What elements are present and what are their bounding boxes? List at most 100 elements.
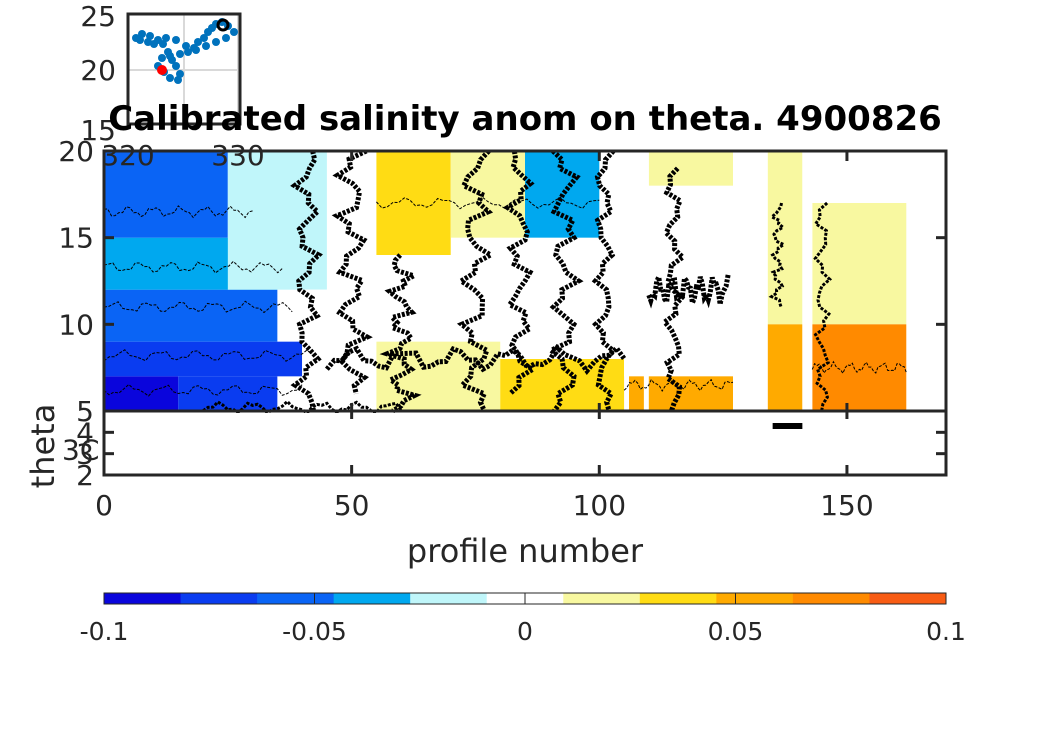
heat-cell [104, 289, 278, 342]
colorbar-swatch [563, 593, 641, 604]
zero-contour [331, 151, 373, 395]
zero-contour [811, 360, 907, 375]
data-gap [624, 151, 630, 475]
track-point [212, 38, 220, 46]
inset-x-tick-label: 330 [211, 139, 264, 172]
no-data-region [906, 151, 946, 475]
start-point [157, 65, 167, 75]
colorbar-swatch [410, 593, 488, 604]
colorbar-swatch [792, 593, 870, 604]
colorbar-swatch [333, 593, 411, 604]
partial-tick-label: 3C [62, 433, 99, 466]
x-axis-label: profile number [407, 532, 644, 570]
colorbar-swatch [639, 593, 717, 604]
track-point [166, 52, 174, 60]
track-point [159, 40, 167, 48]
plot-frame [102, 149, 948, 477]
heat-cell [450, 151, 525, 238]
heat-cell [178, 376, 278, 411]
zero-contour [104, 349, 313, 362]
x-tick-label: 100 [573, 489, 626, 522]
track-point [158, 54, 166, 62]
chart-title: Calibrated salinity anom on theta. 49008… [108, 99, 942, 139]
data-gap [733, 151, 768, 475]
colorbar-tick-label: 0 [517, 617, 533, 646]
zero-contour [456, 151, 496, 413]
track-point [162, 34, 170, 42]
data-gap [643, 151, 649, 475]
track-point [202, 42, 210, 50]
track-point [182, 42, 190, 50]
track-point [194, 38, 202, 46]
track-point [172, 36, 180, 44]
track-point [172, 62, 180, 70]
y-tick-label: 4 [76, 416, 94, 449]
zero-contour [768, 202, 787, 308]
y-axis-label: theta [24, 404, 62, 489]
y-tick-label: 10 [58, 308, 94, 341]
zero-contour [502, 151, 538, 396]
zero-contour [661, 166, 687, 412]
colorbar-swatch [257, 593, 335, 604]
colorbar-tick-label: 0.05 [708, 617, 764, 646]
heat-cell [812, 203, 907, 325]
y-tick-label: 20 [58, 135, 94, 168]
zero-contour [376, 196, 600, 210]
zero-contour [290, 151, 323, 412]
inset-y-tick-label: 20 [80, 54, 116, 87]
plot-area [104, 151, 946, 475]
track-point [222, 34, 230, 42]
colorbar-swatch [716, 593, 794, 604]
track-point [230, 28, 238, 36]
heat-cell [104, 341, 303, 377]
colorbar-swatch [104, 593, 182, 604]
colorbar: -0.1 -0.05 0 0.05 0.1 [80, 592, 966, 646]
zero-contour [813, 201, 833, 412]
x-tick-label: 50 [334, 489, 370, 522]
zero-contour [379, 253, 422, 414]
heat-cell [104, 151, 228, 238]
y-tick-label: 5 [76, 395, 94, 428]
zero-contour [591, 151, 617, 412]
track-point [176, 50, 184, 58]
zero-contour [104, 260, 283, 274]
heat-cell [767, 324, 803, 411]
x-tick-label: 0 [95, 489, 113, 522]
track-point [166, 74, 174, 82]
track-point [144, 38, 152, 46]
y-tick-label: 3 [76, 438, 94, 471]
y-tick-label: 2 [76, 459, 94, 492]
colorbar-swatch [180, 593, 258, 604]
zero-contour [623, 378, 734, 393]
y-tick-label: 15 [58, 222, 94, 255]
track-point [174, 76, 182, 84]
zero-contour [202, 399, 403, 416]
track-point [200, 34, 208, 42]
zero-contour [546, 151, 584, 413]
zero-contour [646, 268, 731, 313]
heat-cell [767, 151, 803, 325]
heat-cell [376, 151, 451, 255]
zero-contour [104, 383, 303, 397]
heat-cell [648, 151, 734, 186]
inset-x-tick-label: 320 [101, 139, 154, 172]
colorbar-tick-label: -0.1 [80, 617, 129, 646]
zero-contour [104, 205, 253, 219]
inset-y-tick-label: 15 [80, 114, 116, 147]
track-point [192, 46, 200, 54]
zero-contour [324, 343, 627, 375]
colorbar-tick-label: -0.05 [282, 617, 347, 646]
zero-contour [104, 300, 293, 314]
colorbar-tick-label: 0.1 [926, 617, 966, 646]
heat-cell [104, 376, 179, 411]
colorbar-swatch [869, 593, 947, 604]
inset-frame [126, 12, 242, 126]
track-point [136, 36, 144, 44]
inset-y-tick-label: 25 [80, 0, 116, 33]
lower-data-strip [104, 413, 625, 429]
end-point [216, 18, 230, 32]
data-gap [802, 151, 813, 475]
